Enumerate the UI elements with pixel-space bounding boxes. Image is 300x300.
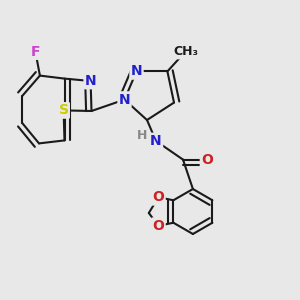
Text: S: S	[58, 103, 69, 117]
Text: N: N	[85, 74, 96, 88]
Text: F: F	[31, 45, 40, 58]
Text: H: H	[137, 129, 148, 142]
Text: N: N	[150, 134, 162, 148]
Text: N: N	[131, 64, 142, 78]
Text: O: O	[201, 153, 213, 166]
Text: O: O	[152, 190, 164, 204]
Text: N: N	[119, 93, 130, 106]
Text: CH₃: CH₃	[173, 45, 198, 58]
Text: O: O	[152, 219, 164, 233]
